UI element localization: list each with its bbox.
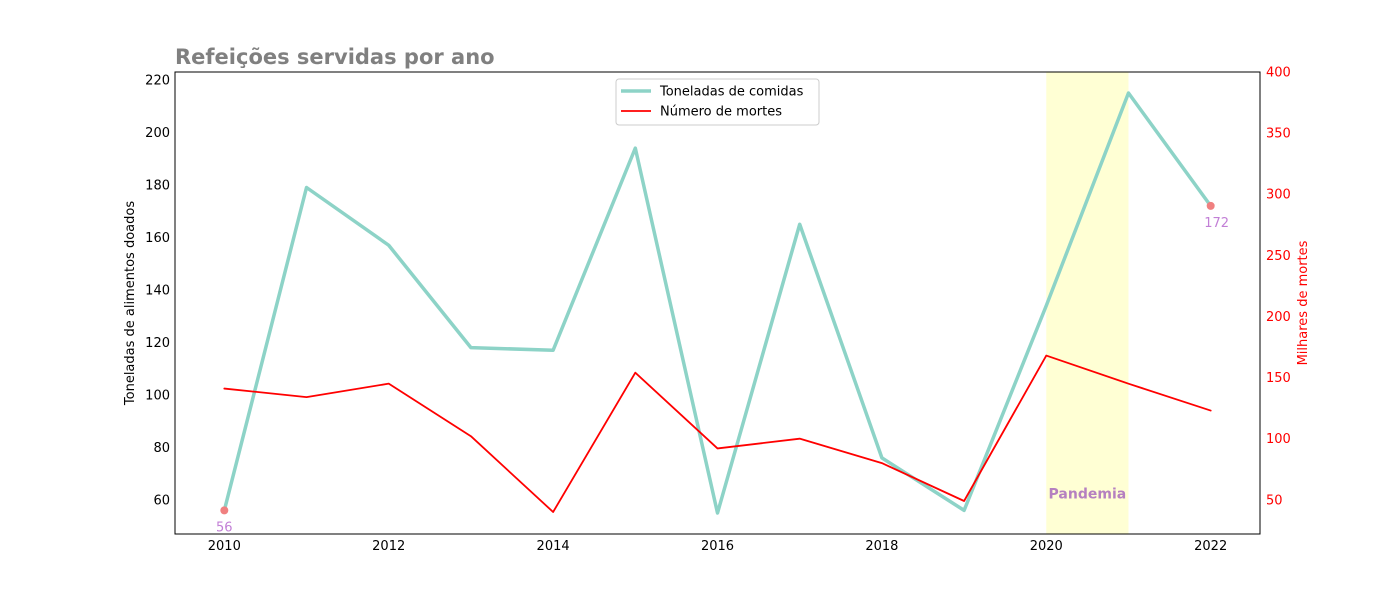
x-tick-label: 2012 [372, 539, 405, 554]
legend-box [615, 78, 820, 126]
y-right-axis-label: Milhares de mortes [1296, 240, 1311, 365]
pandemic-span [1046, 72, 1129, 534]
legend-entry: Número de mortes [660, 105, 782, 120]
x-tick-label: 2016 [701, 539, 734, 554]
x-tick-label: 2022 [1194, 539, 1227, 554]
y-right-tick-label: 150 [1266, 371, 1291, 386]
y-left-axis-label: Toneladas de alimentos doados [123, 201, 138, 406]
pandemic-label: Pandemia [1049, 487, 1127, 503]
x-tick-label: 2018 [865, 539, 898, 554]
data-point-marker [1206, 201, 1215, 210]
y-right-tick-label: 100 [1266, 432, 1291, 447]
y-left-tick-label: 80 [153, 441, 170, 456]
x-tick-label: 2020 [1030, 539, 1063, 554]
data-label: 56 [216, 520, 233, 535]
y-right-tick-label: 400 [1266, 66, 1291, 81]
y-left-tick-label: 120 [145, 336, 170, 351]
y-left-tick-label: 100 [145, 388, 170, 403]
y-left-tick-label: 180 [145, 178, 170, 193]
plot-frame [174, 71, 1261, 535]
y-left-tick-label: 220 [145, 73, 170, 88]
chart-title: Refeições servidas por ano [175, 45, 495, 69]
y-left-tick-label: 160 [145, 231, 170, 246]
x-tick-label: 2010 [208, 539, 241, 554]
x-tick-label: 2014 [537, 539, 570, 554]
series-line-toneladas [222, 91, 1213, 515]
y-left-tick-label: 140 [145, 283, 170, 298]
y-left-tick-label: 60 [153, 493, 170, 508]
y-left-tick-label: 200 [145, 126, 170, 141]
y-right-tick-label: 200 [1266, 310, 1291, 325]
y-right-tick-label: 350 [1266, 127, 1291, 142]
data-label: 172 [1204, 216, 1229, 231]
legend-entry: Toneladas de comidas [659, 85, 804, 100]
y-right-tick-label: 50 [1266, 493, 1283, 508]
y-right-tick-label: 300 [1266, 188, 1291, 203]
data-point-marker [220, 506, 229, 515]
series-line-mortes [223, 354, 1212, 513]
y-right-tick-label: 250 [1266, 249, 1291, 264]
